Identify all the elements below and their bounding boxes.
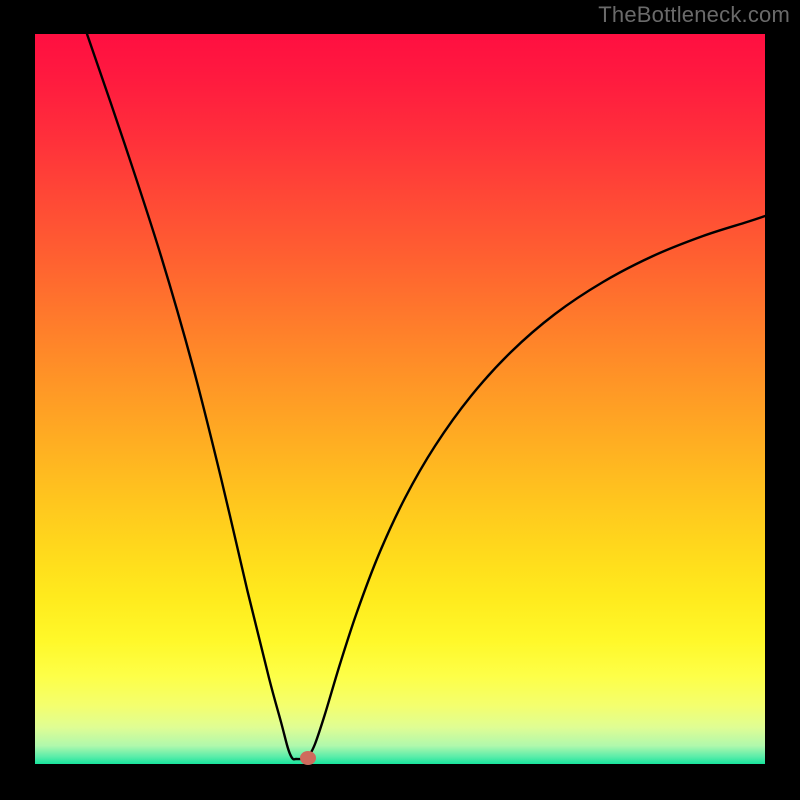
plot-area	[35, 34, 765, 764]
curve-right-branch	[308, 216, 765, 758]
curve-left-branch	[87, 34, 308, 759]
valley-marker	[300, 751, 316, 765]
attribution-text: TheBottleneck.com	[598, 2, 790, 28]
chart-stage: TheBottleneck.com	[0, 0, 800, 800]
bottleneck-curve	[35, 34, 765, 764]
